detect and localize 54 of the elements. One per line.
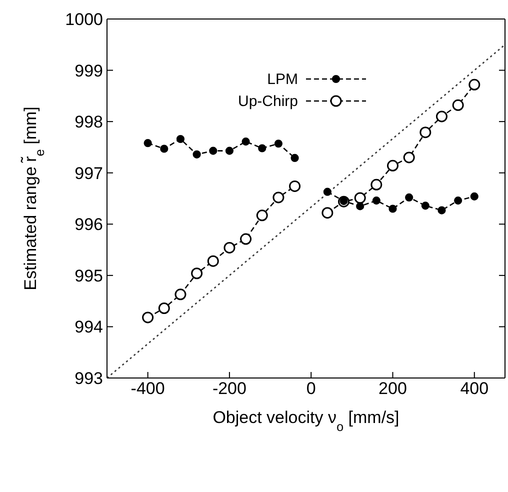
legend-label: LPM xyxy=(267,70,298,88)
point xyxy=(242,138,250,146)
point xyxy=(225,146,234,155)
y-tick-label: 993 xyxy=(74,369,103,388)
point xyxy=(370,178,382,190)
y-tick-label: 994 xyxy=(74,318,103,337)
y-tick-label: 997 xyxy=(74,164,103,183)
x-axis-title: Object velocity ν$_{o}$ [mm/s] xyxy=(212,408,400,434)
point xyxy=(272,192,284,204)
x-tick-label: -200 xyxy=(212,379,246,398)
point xyxy=(372,196,380,205)
x-tick-label: 0 xyxy=(306,379,316,398)
point xyxy=(174,288,186,300)
point xyxy=(454,196,462,205)
y-tick-label: 998 xyxy=(74,112,103,132)
point xyxy=(209,146,218,155)
point xyxy=(354,192,366,204)
point xyxy=(158,302,170,314)
point xyxy=(420,126,432,138)
point xyxy=(191,268,203,280)
x-tick-label: -400 xyxy=(130,379,165,398)
point xyxy=(356,202,364,210)
point xyxy=(323,188,332,196)
point xyxy=(403,152,415,164)
point xyxy=(256,210,268,222)
point xyxy=(207,255,219,267)
point xyxy=(192,150,201,158)
x-tick-label: 400 xyxy=(460,379,489,398)
point xyxy=(436,110,448,122)
legend-label: Up-Chirp xyxy=(238,92,298,110)
y-tick-label: 999 xyxy=(74,61,103,80)
point xyxy=(322,207,334,219)
point xyxy=(289,180,301,192)
point xyxy=(160,144,168,153)
point xyxy=(438,206,446,214)
point xyxy=(405,193,414,202)
point xyxy=(388,204,397,213)
point xyxy=(470,192,478,200)
x-tick-label: 200 xyxy=(378,379,407,398)
point xyxy=(452,99,464,111)
point xyxy=(142,312,154,324)
point xyxy=(468,78,480,90)
point xyxy=(421,202,430,210)
point xyxy=(240,233,252,245)
point xyxy=(258,144,266,152)
y-tick-label: 1000 xyxy=(65,10,103,30)
point xyxy=(386,160,398,172)
y-tick-label: 996 xyxy=(74,215,103,234)
y-tick-label: 995 xyxy=(74,266,103,286)
point xyxy=(176,134,185,144)
point xyxy=(144,139,152,148)
point xyxy=(290,154,299,162)
point xyxy=(274,140,282,148)
point xyxy=(224,242,236,254)
